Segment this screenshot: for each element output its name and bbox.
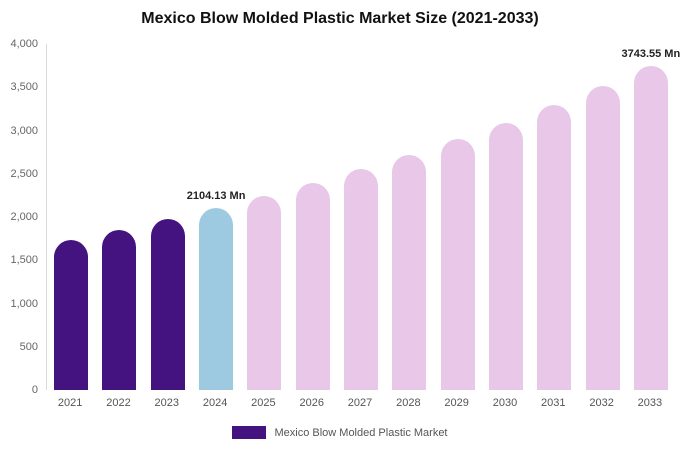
bar-2021 (54, 239, 89, 390)
chart-title: Mexico Blow Molded Plastic Market Size (… (141, 10, 539, 27)
bar-2033 (633, 66, 668, 390)
x-tick-label: 2027 (347, 397, 373, 409)
bar-slot (627, 44, 675, 390)
bar-2022 (102, 229, 137, 390)
bar-slot (337, 44, 385, 390)
bar-slot (95, 44, 143, 390)
x-tick-label: 2033 (637, 397, 663, 409)
legend-label: Mexico Blow Molded Plastic Market (274, 426, 448, 439)
bar-slot (482, 44, 530, 390)
bar-2026 (295, 183, 330, 390)
y-tick-label: 2,500 (10, 167, 38, 180)
bar-2028 (392, 154, 427, 390)
y-tick-label: 0 (31, 384, 38, 396)
bar-2029 (440, 139, 475, 390)
bar-slot (240, 44, 288, 390)
y-tick-label: 1,000 (10, 297, 38, 310)
x-tick-label: 2025 (251, 397, 276, 409)
x-axis: 2021 2022 2023 2024 2025 2026 2027 2028 2029 2030… (46, 397, 674, 409)
x-tick-label: 2024 (202, 397, 228, 409)
bar-2025 (247, 195, 282, 390)
x-tick-label: 2030 (492, 397, 518, 409)
y-tick-label: 3,500 (10, 81, 38, 94)
plot-area: 2104.13 Mn 3743.55 Mn (46, 44, 680, 390)
x-tick-label: 2022 (106, 397, 131, 409)
x-tick-label: 2029 (444, 397, 469, 409)
bar-slot (192, 44, 240, 390)
y-tick-label: 3,000 (10, 124, 38, 137)
bar-2031 (537, 105, 572, 390)
bar-2030 (488, 122, 523, 390)
bar-slot (144, 44, 192, 390)
y-tick-label: 4,000 (10, 38, 38, 50)
x-tick-label: 2032 (589, 397, 614, 409)
y-tick-label: 500 (19, 340, 38, 353)
x-tick-label: 2031 (541, 397, 566, 409)
bar-slot (530, 44, 578, 390)
bar-2032 (585, 86, 620, 390)
x-tick-label: 2021 (57, 397, 83, 409)
y-tick-label: 1,500 (10, 254, 38, 267)
bar-slot (578, 44, 626, 390)
bar-slot (434, 44, 482, 390)
bar-slot (289, 44, 337, 390)
bar-slot (385, 44, 433, 390)
y-axis: 0 500 1,000 1,500 2,000 2,500 3,000 3,500 4,000 (0, 38, 44, 396)
bar-2023 (150, 219, 185, 390)
legend-swatch (232, 426, 267, 439)
bar-2027 (344, 169, 379, 390)
x-tick-label: 2026 (299, 397, 324, 409)
x-tick-label: 2028 (396, 397, 421, 409)
y-tick-label: 2,000 (10, 211, 38, 223)
bar-value-label: 2104.13 Mn (186, 190, 246, 202)
bar-2024 (199, 208, 234, 390)
bar-value-label: 3743.55 Mn (621, 48, 680, 61)
bar-slot (47, 44, 95, 390)
legend: Mexico Blow Molded Plastic Market (0, 426, 680, 439)
x-tick-label: 2023 (154, 397, 180, 409)
